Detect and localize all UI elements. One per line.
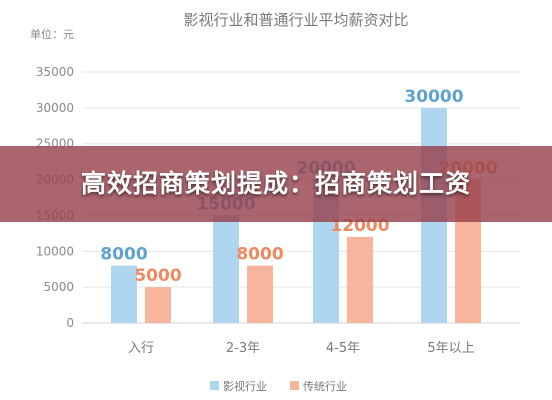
y-tick-label: 5000 xyxy=(43,280,74,294)
legend-label: 影视行业 xyxy=(223,379,267,393)
y-tick-label: 10000 xyxy=(36,244,74,258)
bar-traditional xyxy=(347,236,373,323)
bar-traditional xyxy=(247,265,273,323)
legend: 影视行业 传统行业 xyxy=(210,379,347,393)
legend-swatch xyxy=(210,381,219,390)
title-banner: 高效招商策划提成：招商策划工资 xyxy=(0,146,552,222)
x-tick-label: 2-3年 xyxy=(226,341,260,356)
bar-film xyxy=(213,215,239,323)
data-label: 8000 xyxy=(236,245,283,265)
bar-film xyxy=(111,265,137,323)
legend-swatch xyxy=(290,381,299,390)
x-tick-label: 4-5年 xyxy=(326,341,360,356)
data-label: 30000 xyxy=(404,87,463,107)
y-tick-label: 35000 xyxy=(36,65,74,79)
chart-title: 影视行业和普通行业平均薪资对比 xyxy=(183,11,408,29)
data-label: 8000 xyxy=(100,245,147,265)
banner-text: 高效招商策划提成：招商策划工资 xyxy=(80,169,471,198)
bar-traditional xyxy=(145,287,171,323)
x-tick-label: 5年以上 xyxy=(427,341,474,356)
y-tick-label: 0 xyxy=(66,316,74,330)
x-axis-ticks: 入行 2-3年 4-5年 5年以上 xyxy=(128,341,475,356)
y-tick-label: 30000 xyxy=(36,101,74,115)
x-tick-label: 入行 xyxy=(128,341,154,356)
legend-label: 传统行业 xyxy=(303,380,347,393)
unit-label: 单位：元 xyxy=(30,27,74,41)
data-label: 5000 xyxy=(134,266,181,286)
bars xyxy=(111,107,481,323)
